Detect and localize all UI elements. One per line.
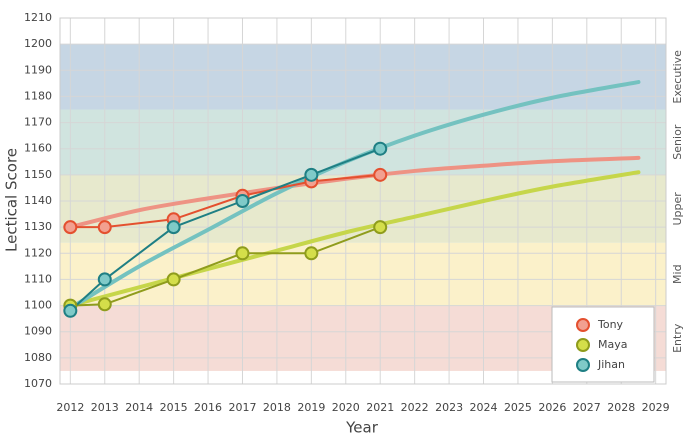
x-tick-label: 2023	[435, 401, 463, 414]
x-tick-label: 2021	[366, 401, 394, 414]
band	[60, 109, 666, 175]
y-tick-label: 1210	[24, 11, 52, 24]
y-tick-label: 1180	[24, 89, 52, 102]
legend-marker	[576, 358, 590, 372]
y-tick-label: 1110	[24, 272, 52, 285]
x-tick-label: 2013	[91, 401, 119, 414]
y-tick-label: 1130	[24, 220, 52, 233]
y-tick-label: 1190	[24, 63, 52, 76]
x-tick-label: 2015	[160, 401, 188, 414]
band-label: Executive	[671, 50, 684, 104]
x-tick-label: 2025	[504, 401, 532, 414]
band	[60, 242, 666, 306]
data-point	[166, 272, 181, 287]
y-tick-label: 1070	[24, 377, 52, 390]
data-point	[63, 303, 78, 318]
y-tick-label: 1170	[24, 116, 52, 129]
band	[60, 44, 666, 110]
band-label: Senior	[671, 124, 684, 160]
y-tick-label: 1080	[24, 351, 52, 364]
data-point	[97, 297, 112, 312]
x-tick-label: 2022	[401, 401, 429, 414]
data-point	[373, 167, 388, 182]
x-tick-label: 2024	[470, 401, 498, 414]
x-tick-label: 2020	[332, 401, 360, 414]
data-point	[373, 141, 388, 156]
y-tick-label: 1200	[24, 37, 52, 50]
x-axis-label: Year	[345, 419, 379, 437]
x-tick-label: 2017	[228, 401, 256, 414]
x-tick-label: 2016	[194, 401, 222, 414]
data-point	[235, 194, 250, 208]
y-tick-label: 1090	[24, 325, 52, 338]
data-point	[235, 246, 250, 261]
data-point	[304, 167, 319, 182]
legend-label: Jihan	[597, 358, 625, 371]
legend-marker	[576, 318, 590, 332]
legend-label: Tony	[597, 318, 624, 331]
y-tick-label: 1150	[24, 168, 52, 181]
trend-line	[68, 170, 641, 308]
x-tick-label: 2026	[538, 401, 566, 414]
data-point	[97, 220, 112, 235]
x-tick-label: 2028	[607, 401, 635, 414]
y-tick-label: 1140	[24, 194, 52, 207]
y-tick-label: 1120	[24, 246, 52, 259]
data-point	[304, 246, 319, 261]
data-point	[97, 272, 112, 287]
legend-box	[551, 306, 655, 383]
x-tick-label: 2018	[263, 401, 291, 414]
x-tick-label: 2027	[573, 401, 601, 414]
legend-label: Maya	[598, 338, 627, 351]
x-tick-label: 2019	[297, 401, 325, 414]
x-tick-label: 2014	[125, 401, 153, 414]
data-point	[63, 220, 78, 235]
plot-frame	[59, 17, 667, 385]
legend-marker	[576, 338, 590, 352]
y-tick-label: 1100	[24, 299, 52, 312]
band-label: Entry	[671, 323, 684, 353]
x-tick-label: 2012	[56, 401, 84, 414]
series-line	[69, 147, 381, 312]
y-tick-label: 1160	[24, 142, 52, 155]
band-label: Mid	[671, 264, 684, 284]
data-point	[373, 220, 388, 235]
y-axis-label: Lectical Score	[3, 148, 21, 252]
x-tick-label: 2029	[642, 401, 670, 414]
band-label: Upper	[671, 192, 684, 226]
data-point	[166, 220, 181, 235]
